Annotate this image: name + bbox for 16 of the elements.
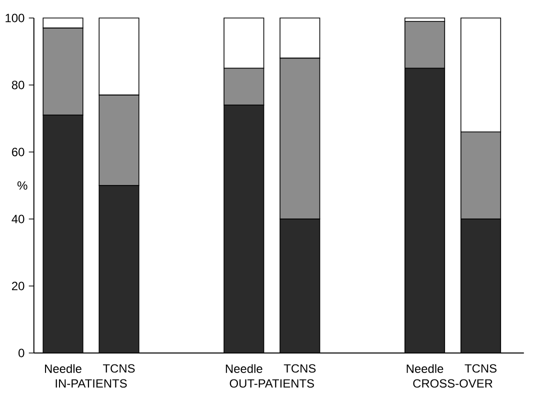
y-tick-label: 20 — [12, 282, 24, 290]
y-tick-label: 40 — [12, 214, 24, 224]
text: IN-PATIENTS — [56, 379, 127, 388]
y-tick-label: 100 — [6, 14, 24, 22]
x-tick-label: Needle — [406, 364, 444, 373]
x-tick-label: TCNS — [284, 364, 316, 373]
y-axis-title: % — [17, 181, 28, 190]
y-tick-label: 0 — [18, 348, 24, 358]
y-tick-label: 60 — [12, 148, 24, 156]
x-tick-label: TCNS — [464, 364, 496, 373]
text: CROSS-OVER — [413, 379, 492, 388]
x-tick-label: Needle — [45, 364, 82, 373]
x-tick-label: TCNS — [103, 364, 135, 373]
y-tick-label: 80 — [12, 80, 24, 90]
x-tick-label: Needle — [226, 364, 262, 373]
text: OUT-PATIENTS — [230, 379, 314, 388]
